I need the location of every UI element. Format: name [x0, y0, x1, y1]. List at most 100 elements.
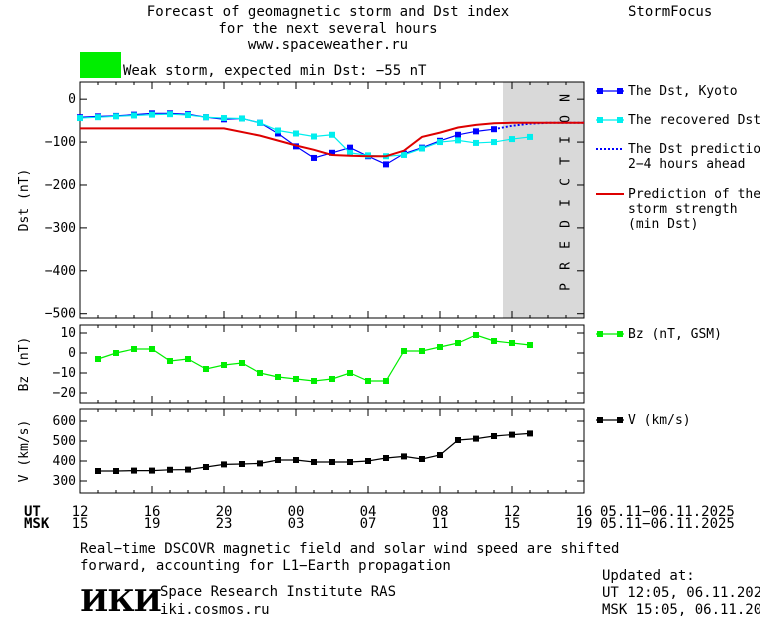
data-point: [149, 346, 155, 352]
source-url[interactable]: www.spaceweather.ru: [247, 37, 409, 53]
y-tick-label: −20: [53, 386, 76, 401]
data-point: [167, 358, 173, 364]
msk-tick-label: 15: [503, 516, 521, 532]
iki-logo: ИКИ: [80, 584, 162, 619]
bz-panel: 10 0 −10 −20 Bz (nT): [17, 324, 585, 404]
chart-title-line2: for the next several hours: [218, 21, 438, 37]
data-point: [401, 348, 407, 354]
data-point: [257, 119, 263, 126]
data-point: [419, 456, 425, 462]
data-point: [527, 430, 533, 437]
ut-tick-label: 00: [287, 504, 305, 520]
ut-axis-label: UT: [24, 504, 41, 520]
data-point: [203, 114, 209, 121]
prediction-label-letter: R: [559, 262, 574, 270]
data-point: [401, 453, 407, 460]
legend-entry: V (km/s): [628, 413, 691, 428]
y-axis-label: V (km/s): [17, 420, 32, 483]
legend-marker: [617, 117, 623, 123]
ut-tick-label: 16: [143, 504, 161, 520]
chart-title-line1: Forecast of geomagnetic storm and Dst in…: [146, 4, 510, 20]
y-axis-label: Bz (nT): [17, 337, 32, 392]
data-point: [113, 113, 119, 120]
data-point: [131, 467, 137, 474]
data-point: [455, 131, 461, 138]
data-point: [113, 468, 119, 474]
series-line-the-recovered-dst: [79, 113, 531, 157]
y-tick-label: −500: [45, 307, 76, 322]
institute-site[interactable]: iki.cosmos.ru: [160, 602, 270, 618]
propagation-note-line2: forward, accounting for L1−Earth propaga…: [80, 558, 451, 574]
data-point: [221, 461, 227, 468]
data-point: [221, 362, 227, 368]
y-tick-label: 600: [53, 414, 76, 429]
legend-marker: [597, 117, 603, 123]
prediction-label-letter: C: [559, 178, 574, 186]
data-point: [95, 114, 101, 121]
data-point: [311, 378, 317, 384]
ut-tick-label: 16: [575, 504, 593, 520]
data-point: [383, 161, 389, 168]
updated-ut: UT 12:05, 06.11.2025: [602, 585, 760, 601]
prediction-label-letter: N: [559, 94, 574, 102]
prediction-label-letter: T: [559, 157, 574, 165]
updated-label: Updated at:: [602, 568, 695, 584]
legend-marker: [617, 417, 623, 423]
panel-frame: [79, 324, 585, 404]
data-point: [113, 350, 119, 356]
data-point: [131, 346, 137, 352]
data-point: [509, 431, 515, 438]
series-line-the-dst-kyoto: [79, 112, 495, 166]
data-point: [275, 127, 281, 134]
data-point: [95, 356, 101, 362]
y-tick-label: −10: [53, 366, 76, 381]
data-point: [257, 460, 263, 467]
data-point: [329, 149, 335, 156]
data-point: [419, 145, 425, 152]
panel-frame: [79, 408, 585, 494]
data-point: [419, 348, 425, 354]
data-point: [311, 459, 317, 465]
series-line-v-km-s: [98, 432, 531, 472]
ut-tick-label: 04: [359, 504, 377, 520]
data-point: [275, 130, 281, 137]
msk-tick-label: 07: [359, 516, 377, 532]
data-point: [437, 452, 443, 458]
data-point: [293, 130, 299, 137]
data-point: [329, 376, 335, 382]
data-point: [203, 464, 209, 470]
y-tick-label: 0: [68, 92, 76, 107]
ut-tick-label: 20: [215, 504, 233, 520]
legend-marker: [617, 331, 623, 337]
data-point: [509, 136, 515, 143]
y-axis-label: Dst (nT): [17, 169, 32, 232]
prediction-label-letter: O: [559, 115, 574, 123]
y-tick-label: 500: [53, 434, 76, 449]
data-point: [239, 461, 245, 467]
y-tick-label: −200: [45, 178, 76, 193]
y-tick-label: 400: [53, 454, 76, 469]
legend-entry: The recovered Dst: [628, 113, 760, 128]
ut-tick-label: 12: [503, 504, 521, 520]
y-tick-label: 0: [68, 346, 76, 361]
ut-date-range: 05.11−06.11.2025: [600, 504, 735, 520]
series-line-prediction-of-the-storm-strength-min-dst: [80, 121, 584, 158]
msk-axis-label: MSK: [24, 516, 50, 532]
data-point: [239, 360, 245, 366]
y-tick-label: −300: [45, 221, 76, 236]
data-point: [149, 467, 155, 474]
dst-panel: N O I T C I D E R P 0 −100 −200 −300 −400 −500 Dst (nT): [17, 81, 585, 322]
data-point: [311, 154, 317, 161]
data-point: [185, 112, 191, 119]
propagation-note-line1: Real−time DSCOVR magnetic field and sola…: [80, 541, 620, 557]
legend-entry: (min Dst): [628, 217, 698, 232]
data-point: [455, 137, 461, 144]
updated-msk: MSK 15:05, 06.11.2025: [602, 602, 760, 618]
data-point: [455, 340, 461, 346]
storm-level-swatch: [80, 52, 121, 78]
legend-marker: [597, 331, 603, 337]
storm-level-label: Weak storm, expected min Dst: −55 nT: [123, 63, 427, 79]
ut-tick-label: 08: [431, 504, 449, 520]
data-point: [347, 370, 353, 376]
